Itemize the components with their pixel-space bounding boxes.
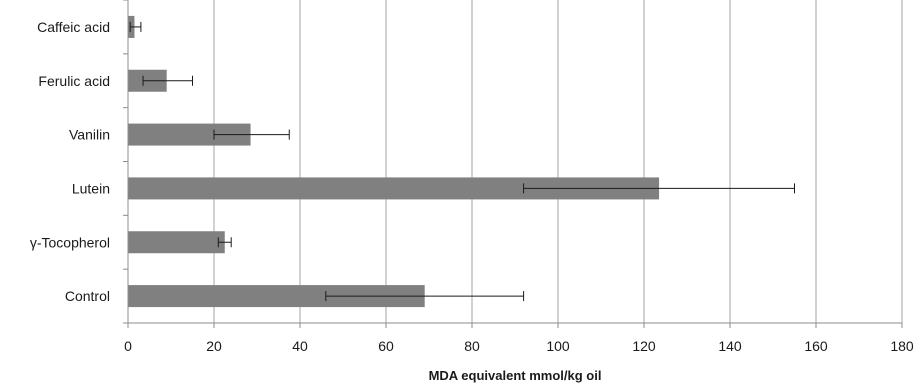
error-bars	[129, 21, 795, 302]
x-tick-label: 0	[124, 338, 132, 354]
bar	[128, 123, 251, 146]
x-tick-label: 140	[718, 338, 742, 354]
category-label: Vanilin	[69, 127, 110, 143]
bars	[128, 15, 660, 308]
x-tick-label: 80	[464, 338, 480, 354]
category-label: Control	[65, 288, 110, 304]
x-tick-labels: 0 20 40 60 80 100 120 140 160 180	[124, 338, 914, 354]
bar	[128, 177, 660, 200]
x-tick-label: 60	[378, 338, 394, 354]
grid-lines	[213, 0, 903, 323]
category-label: Lutein	[72, 180, 110, 196]
category-labels: Caffeic acid Ferulic acid Vanilin Lutein γ-T…	[30, 19, 110, 304]
x-tick-label: 40	[292, 338, 308, 354]
x-tick-label: 100	[546, 338, 570, 354]
category-label: γ-Tocopherol	[30, 234, 110, 250]
x-tick-label: 120	[632, 338, 656, 354]
x-tick-label: 180	[890, 338, 914, 354]
x-tick-label: 20	[206, 338, 222, 354]
x-axis-title: MDA equivalent mmol/kg oil	[429, 368, 602, 383]
category-label: Ferulic acid	[38, 73, 110, 89]
category-label: Caffeic acid	[37, 19, 110, 35]
axes	[123, 0, 903, 328]
x-tick-label: 160	[804, 338, 828, 354]
bar	[128, 231, 225, 254]
bar	[128, 285, 425, 308]
